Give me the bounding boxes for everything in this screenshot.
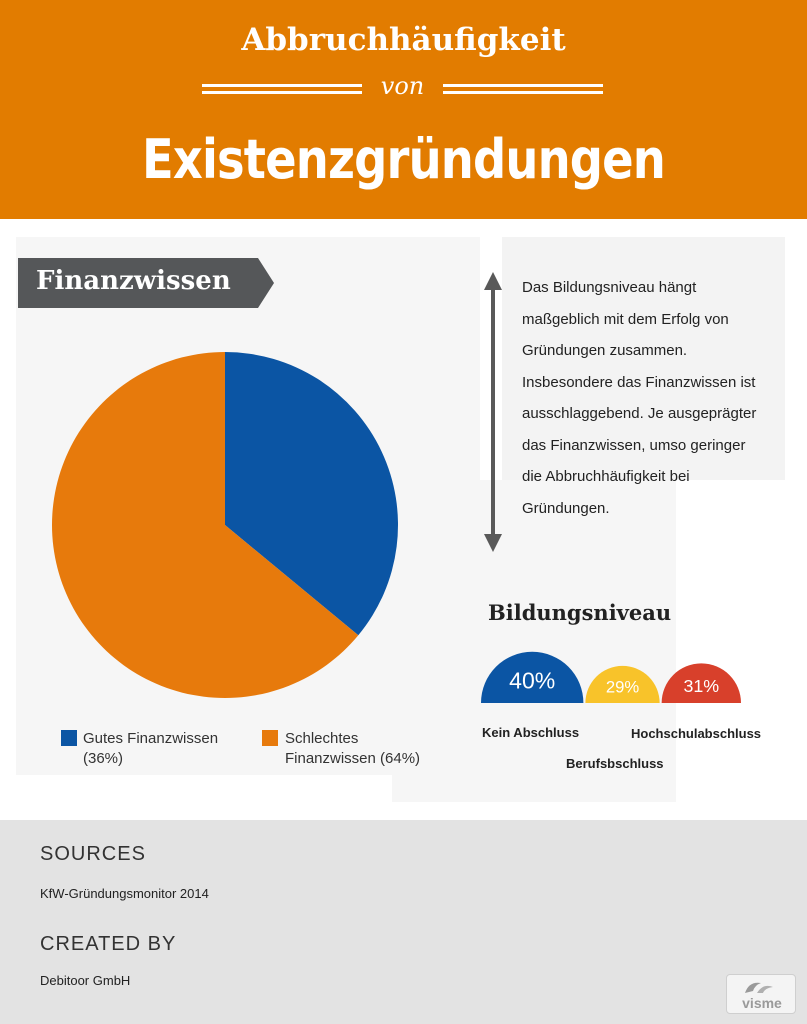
sources-heading: SOURCES — [40, 843, 146, 865]
double-arrow-icon — [484, 272, 502, 552]
visme-swirl-icon — [745, 982, 773, 993]
edu-label-beruf: Berufsbschluss — [566, 756, 664, 771]
decorative-rule-left — [202, 84, 362, 87]
legend-label-gutes: Gutes Finanzwissen (36%) — [83, 730, 219, 767]
semicircle-label-berufsbschluss: 29% — [606, 678, 640, 697]
decorative-rule-right — [443, 91, 603, 94]
pie-slice-schlechtes-finanzwissen — [51, 352, 359, 698]
decorative-rule-left — [202, 91, 362, 94]
title-von: von — [380, 72, 425, 100]
decorative-rule-right — [443, 84, 603, 87]
bildung-panel — [392, 480, 676, 802]
title-von-row: von — [0, 72, 807, 102]
title-line-1: Abbruchhäufigkeit — [241, 22, 566, 58]
finanz-pie-chart — [51, 352, 398, 698]
created-by-heading: CREATED BY — [40, 933, 177, 955]
pie-slice-gutes-finanzwissen — [225, 352, 398, 636]
visme-logo[interactable]: visme — [726, 974, 796, 1014]
finanz-banner-shape — [18, 258, 274, 308]
created-by-text: Debitoor GmbH — [40, 973, 131, 988]
edu-label-kein: Kein Abschluss — [482, 725, 580, 740]
legend-swatch-schlechtes — [262, 730, 278, 746]
semicircle-label-kein-abschluss: 40% — [509, 668, 555, 694]
semicircle-kein-abschluss — [481, 651, 584, 703]
bildung-semicircle-chart: 40% 29% 31% — [481, 651, 741, 703]
visme-logo-text: visme — [742, 995, 782, 1011]
semicircle-hochschulabschluss — [661, 663, 741, 703]
legend-label-schlechtes: Schlechtes Finanzwissen (64%) — [285, 730, 421, 767]
bildung-title: Bildungsniveau — [488, 600, 672, 625]
edu-label-hochschule: Hochschulabschluss — [631, 726, 762, 741]
sources-text: KfW-Gründungsmonitor 2014 — [40, 886, 209, 901]
title-line-2: Existenzgründungen — [142, 128, 666, 191]
description-text: Das Bildungsniveau hängt maßgeblich mit … — [522, 279, 757, 517]
finanz-banner-label: Finanzwissen — [36, 266, 231, 296]
legend-swatch-gutes — [61, 730, 77, 746]
semicircle-berufsbschluss — [585, 665, 660, 703]
semicircle-label-hochschulabschluss: 31% — [683, 676, 719, 696]
header-banner: Abbruchhäufigkeit von Existenzgründungen — [0, 0, 807, 219]
footer: SOURCES KfW-Gründungsmonitor 2014 CREATE… — [0, 820, 807, 1024]
description-panel — [502, 237, 785, 480]
